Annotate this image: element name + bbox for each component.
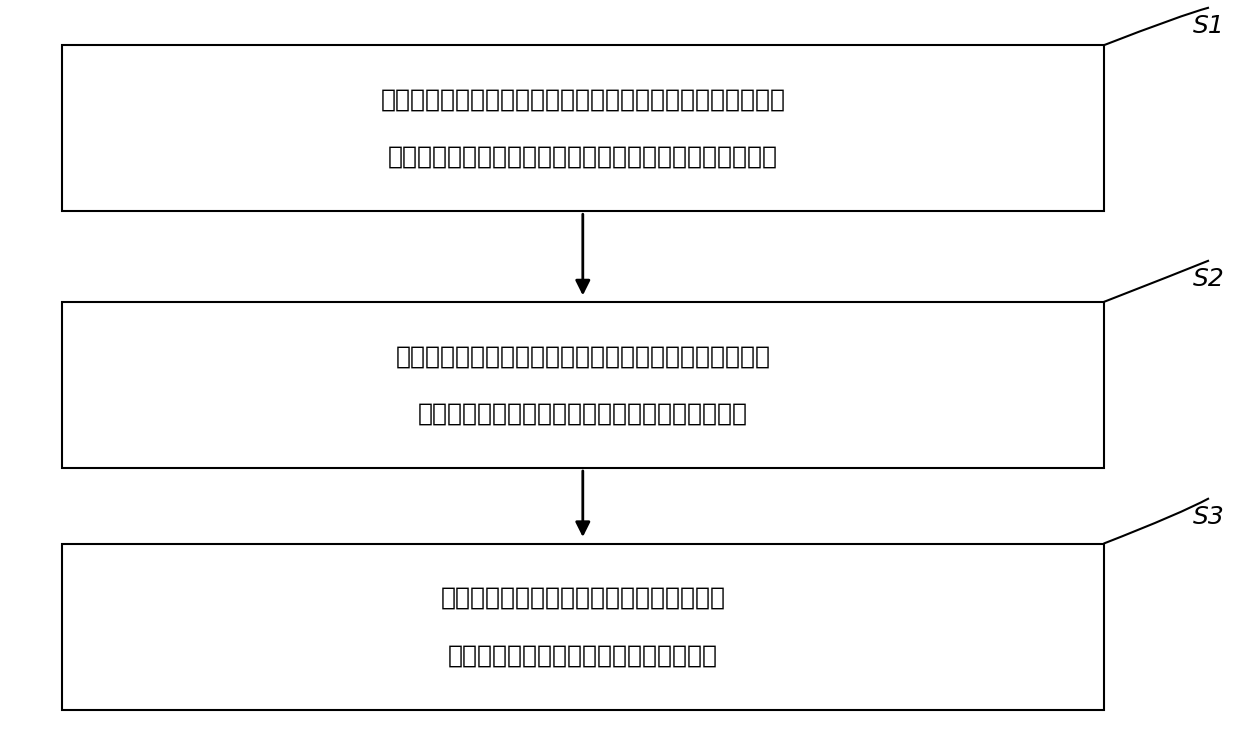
FancyBboxPatch shape bbox=[62, 544, 1104, 710]
Text: 基于预先构建的链路流量异常故障传播模型查找所有可能导致: 基于预先构建的链路流量异常故障传播模型查找所有可能导致 bbox=[381, 88, 785, 112]
Text: 基于网络流量数据和预先构建的链路流量异常检测模型，: 基于网络流量数据和预先构建的链路流量异常检测模型， bbox=[396, 344, 770, 368]
FancyBboxPatch shape bbox=[62, 45, 1104, 211]
Text: S1: S1 bbox=[1193, 14, 1225, 39]
Text: S3: S3 bbox=[1193, 505, 1225, 529]
Text: 故障网络设备发生链路流量异常故障事件的待分析网络设备: 故障网络设备发生链路流量异常故障事件的待分析网络设备 bbox=[388, 145, 777, 169]
FancyBboxPatch shape bbox=[62, 302, 1104, 468]
Text: 基于待分析网络设备发生的链路流量异常故: 基于待分析网络设备发生的链路流量异常故 bbox=[440, 586, 725, 610]
Text: 障事件获得原因网络设备和原因网络故障: 障事件获得原因网络设备和原因网络故障 bbox=[448, 643, 718, 667]
Text: S2: S2 bbox=[1193, 267, 1225, 291]
Text: 获得待分析网络设备发生的链路流量异常故障事件: 获得待分析网络设备发生的链路流量异常故障事件 bbox=[418, 402, 748, 426]
